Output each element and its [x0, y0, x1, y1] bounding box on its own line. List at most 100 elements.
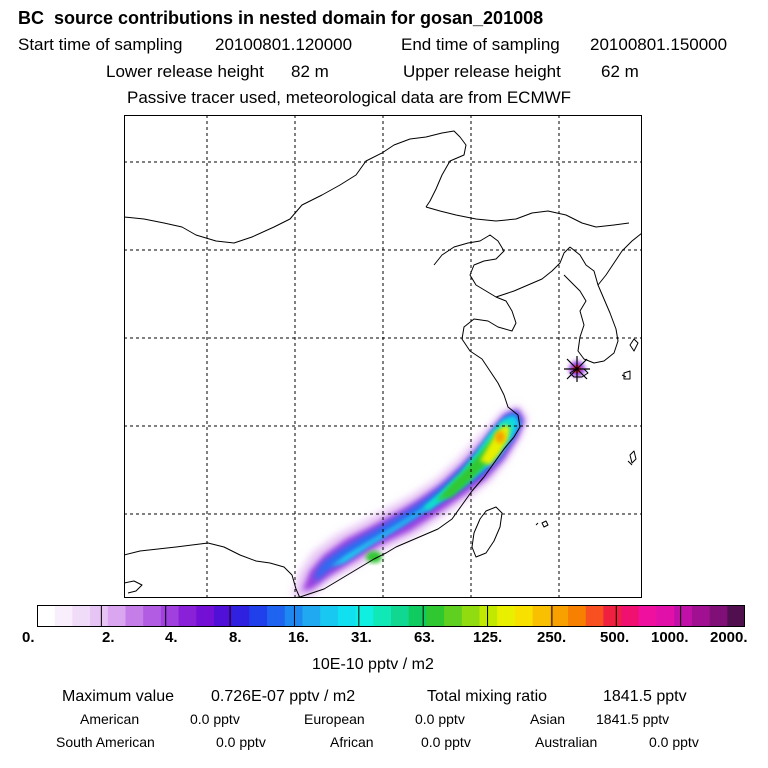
colorbar-swatch — [727, 605, 745, 627]
tracer-note: Passive tracer used, meteorological data… — [127, 88, 572, 107]
island-ryukyu-4 — [535, 522, 539, 526]
source-american-value: 0.0 pptv — [190, 711, 240, 727]
max-value-label: Maximum value — [62, 688, 175, 705]
colorbar-swatch — [444, 605, 463, 627]
border-mongolia-east — [425, 206, 630, 228]
coast-bohai — [433, 234, 519, 416]
total-mixing-label: Total mixing ratio — [427, 688, 548, 705]
colorbar-tick: 1000. — [651, 629, 689, 646]
plot-title: BC source contributions in nested domain… — [18, 8, 544, 28]
colorbar-swatch — [54, 605, 73, 627]
source-south-american-label: South American — [56, 734, 155, 750]
colorbar-swatch — [355, 605, 374, 627]
start-time-value: 20100801.120000 — [215, 35, 353, 54]
border-mongolia — [124, 130, 467, 244]
colorbar-tick: 500. — [600, 629, 630, 646]
colorbar-tick: 0. — [22, 629, 35, 646]
island-ryukyu-3 — [541, 520, 549, 528]
island-japan-2 — [623, 370, 631, 380]
start-time-label: Start time of sampling — [18, 35, 183, 54]
source-asian-label: Asian — [530, 711, 566, 727]
island-japan-3 — [621, 374, 627, 378]
island-taiwan — [471, 506, 503, 558]
colorbar-swatch — [691, 605, 711, 627]
coast-korea-ne — [597, 232, 642, 286]
colorbar-swatch — [90, 605, 109, 627]
colorbar-frame — [37, 605, 745, 627]
colorbar-swatch — [107, 605, 127, 627]
colorbar-swatch — [249, 605, 268, 627]
colorbar-swatch — [178, 605, 197, 627]
colorbar-swatch — [373, 605, 392, 627]
coast-south-china — [124, 542, 301, 598]
colorbar-swatch — [267, 605, 286, 627]
source-european-label: European — [304, 711, 365, 727]
source-african-label: African — [330, 734, 374, 750]
colorbar-swatch — [585, 605, 604, 627]
colorbar-tick: 250. — [537, 629, 567, 646]
colorbar-swatch — [656, 605, 675, 627]
colorbar — [37, 605, 745, 627]
total-mixing-value: 1841.5 pptv — [603, 688, 687, 705]
upper-height-label: Upper release height — [403, 62, 561, 81]
colorbar-swatch — [337, 605, 357, 627]
colorbar-swatch — [550, 605, 569, 627]
lower-height-value: 82 m — [291, 62, 329, 81]
end-time-label: End time of sampling — [401, 35, 560, 54]
colorbar-swatch — [514, 605, 534, 627]
coast-korea — [563, 246, 619, 364]
colorbar-tick: 4. — [165, 629, 178, 646]
receptor-star-icon — [564, 356, 590, 382]
source-australian-label: Australian — [535, 734, 598, 750]
map-panel — [124, 115, 642, 598]
lower-height-label: Lower release height — [106, 62, 264, 81]
colorbar-swatch — [143, 605, 162, 627]
island-ryukyu-1 — [629, 450, 637, 464]
colorbar-swatch — [603, 605, 622, 627]
colorbar-swatch — [426, 605, 445, 627]
island-ryukyu-2 — [627, 460, 633, 466]
colorbar-tick: 63. — [414, 629, 435, 646]
colorbar-tick: 2. — [102, 629, 115, 646]
colorbar-tick: 8. — [229, 629, 242, 646]
source-australian-value: 0.0 pptv — [649, 734, 699, 750]
colorbar-swatch — [674, 605, 693, 627]
colorbar-swatch — [72, 605, 91, 627]
colorbar-swatch — [125, 605, 144, 627]
colorbar-swatch — [160, 605, 180, 627]
colorbar-swatch — [408, 605, 427, 627]
coast-leizhou — [124, 580, 143, 594]
colorbar-swatch — [214, 605, 233, 627]
colorbar-swatch — [391, 605, 410, 627]
gridlines — [124, 115, 642, 598]
source-south-american-value: 0.0 pptv — [216, 734, 266, 750]
colorbar-swatch — [638, 605, 658, 627]
colorbar-swatch — [302, 605, 321, 627]
colorbar-swatch — [621, 605, 640, 627]
colorbar-tick: 31. — [351, 629, 372, 646]
colorbar-swatch — [479, 605, 498, 627]
colorbar-swatch — [231, 605, 250, 627]
end-time-value: 20100801.150000 — [590, 35, 728, 54]
colorbar-swatch — [196, 605, 215, 627]
colorbar-swatch — [461, 605, 481, 627]
source-african-value: 0.0 pptv — [421, 734, 471, 750]
plume-orange — [495, 431, 505, 443]
colorbar-swatch — [568, 605, 587, 627]
upper-height-value: 62 m — [601, 62, 639, 81]
coast-liaodong — [495, 246, 571, 298]
source-american-label: American — [80, 711, 140, 727]
colorbar-swatch — [37, 605, 56, 627]
coast-east-china — [291, 414, 521, 598]
plume-blue — [314, 411, 522, 581]
colorbar-swatch — [497, 605, 516, 627]
max-value: 0.726E-07 pptv / m2 — [211, 688, 356, 705]
map-frame — [124, 115, 642, 598]
island-japan-1 — [629, 338, 639, 352]
plume-green-south — [366, 551, 382, 563]
source-asian-value: 1841.5 pptv — [596, 711, 670, 727]
colorbar-tick: 2000. — [710, 629, 748, 646]
colorbar-unit: 10E-10 pptv / m2 — [312, 656, 434, 673]
colorbar-tick: 16. — [288, 629, 309, 646]
source-european-value: 0.0 pptv — [415, 711, 465, 727]
